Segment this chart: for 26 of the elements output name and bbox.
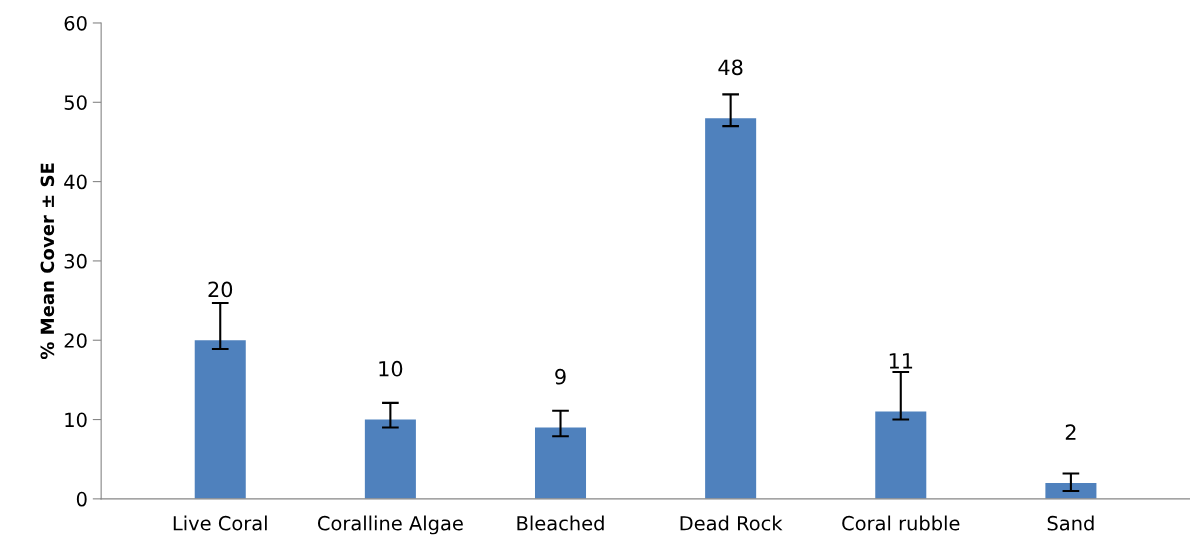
y-axis-title: % Mean Cover ± SE [40, 163, 55, 360]
bar [1045, 483, 1097, 499]
x-tick-label: Live Coral [173, 515, 267, 531]
y-tick-label: 30 [64, 253, 87, 269]
data-label: 2 [1065, 424, 1076, 440]
bar [194, 340, 246, 499]
y-tick-label: 40 [64, 174, 87, 190]
y-tick-label: 20 [64, 333, 87, 348]
data-label: 48 [718, 59, 743, 76]
bar [534, 427, 587, 499]
y-tick-label: 50 [64, 95, 87, 110]
y-tick-label: 0 [76, 491, 87, 507]
data-label: 20 [208, 281, 233, 298]
y-tick-label: 10 [65, 412, 87, 428]
x-tick-label: Sand [1047, 515, 1094, 531]
bar [364, 419, 416, 499]
data-label: 10 [379, 360, 403, 377]
data-label: 11 [889, 353, 913, 369]
bar [705, 118, 757, 499]
bar [875, 411, 927, 499]
x-tick-label: Coralline Algae [317, 515, 463, 535]
x-tick-label: Dead Rock [680, 515, 783, 531]
y-tick-label: 60 [64, 15, 87, 31]
data-label: 9 [555, 368, 566, 385]
x-tick-label: Bleached [517, 515, 604, 531]
x-tick-label: Coral rubble [842, 515, 960, 531]
